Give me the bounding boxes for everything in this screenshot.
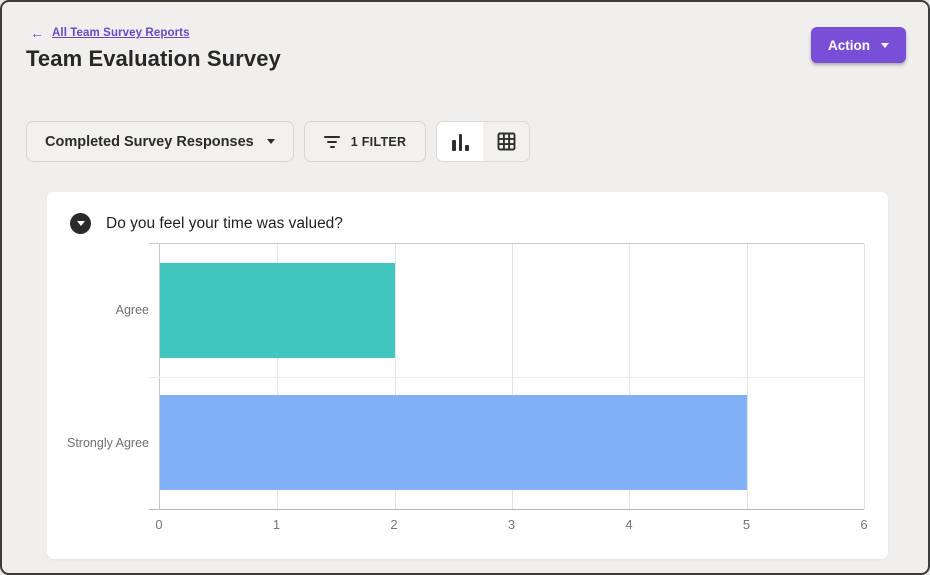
bar-strongly-agree[interactable]: [160, 395, 747, 491]
chevron-down-icon: [76, 221, 85, 226]
chevron-down-icon: [881, 42, 889, 48]
back-link[interactable]: ← All Team Survey Reports: [30, 26, 190, 40]
responses-dropdown[interactable]: Completed Survey Responses: [26, 121, 294, 162]
axis-tick-overhang: [149, 509, 159, 510]
category-gridline: [148, 376, 864, 378]
action-button[interactable]: Action: [811, 27, 906, 63]
arrow-left-icon: ←: [30, 25, 44, 41]
x-tick-label-3: 3: [507, 517, 516, 532]
gridline-6: [864, 244, 865, 509]
view-toggle: [436, 121, 531, 162]
x-tick-label-5: 5: [742, 517, 751, 532]
x-tick-label-6: 6: [860, 517, 868, 532]
x-tick-label-0: 0: [155, 517, 163, 532]
question-header: Do you feel your time was valued?: [70, 213, 343, 234]
filter-icon: [324, 135, 341, 148]
chart-x-axis: 0 1 2 3 4 5 6: [155, 517, 868, 533]
category-label-agree: Agree: [115, 302, 149, 317]
action-button-label: Action: [828, 37, 870, 53]
filter-button-label: 1 FILTER: [350, 134, 407, 149]
chart-view-button[interactable]: [437, 122, 484, 161]
table-grid-icon: [497, 132, 516, 151]
bar-row-agree: [160, 244, 864, 377]
responses-dropdown-label: Completed Survey Responses: [45, 133, 254, 150]
back-link-label: All Team Survey Reports: [52, 27, 190, 39]
axis-tick-overhang: [149, 243, 159, 244]
bar-agree[interactable]: [160, 262, 395, 358]
table-view-button[interactable]: [483, 122, 529, 161]
page-title: Team Evaluation Survey: [26, 46, 281, 71]
collapse-toggle-button[interactable]: [70, 213, 91, 234]
toolbar: Completed Survey Responses 1 FILTER: [26, 121, 531, 162]
x-tick-label-2: 2: [390, 517, 398, 532]
bar-chart-icon: [452, 133, 469, 151]
bar-row-strongly-agree: [160, 377, 864, 510]
filter-button[interactable]: 1 FILTER: [303, 121, 427, 162]
x-tick-label-1: 1: [272, 517, 281, 532]
chart-category-labels: Agree Strongly Agree: [47, 243, 159, 510]
bar-chart-plot-area: [148, 243, 865, 510]
category-label-strongly-agree: Strongly Agree: [67, 436, 149, 451]
question-text: Do you feel your time was valued?: [106, 214, 343, 232]
x-tick-label-4: 4: [625, 517, 633, 532]
chevron-down-icon: [266, 139, 275, 144]
question-card: Do you feel your time was valued? Agree S…: [47, 192, 888, 559]
